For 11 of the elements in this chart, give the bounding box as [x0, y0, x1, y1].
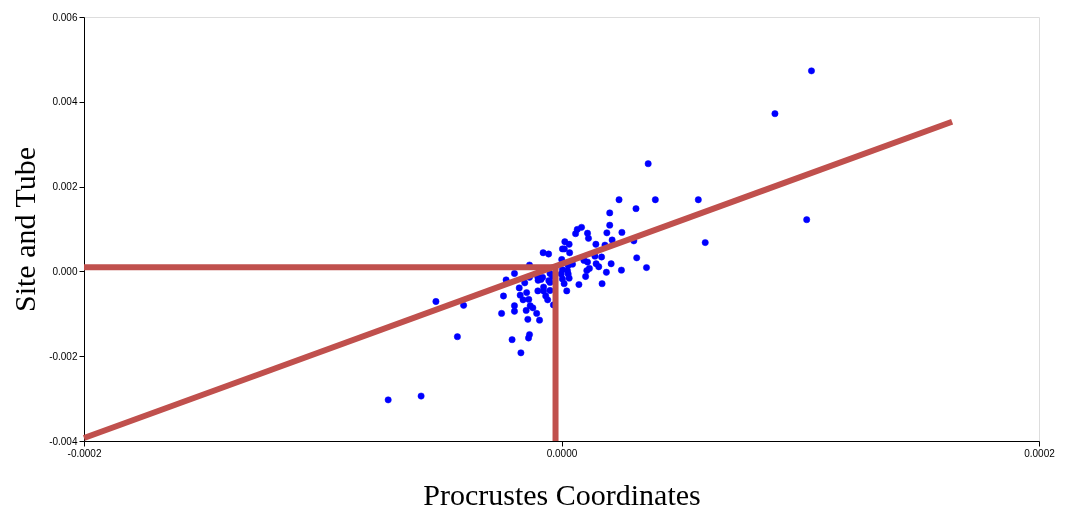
y-tick-label: 0.004	[52, 96, 78, 108]
y-tick-label: -0.004	[49, 435, 78, 447]
x-tick-label: 0.0002	[1024, 447, 1056, 459]
x-tick-label: -0.0002	[67, 447, 102, 459]
y-tick-label: -0.002	[49, 350, 78, 362]
y-tick-label: 0.006	[52, 11, 78, 23]
x-tick-label: 0.0000	[546, 447, 578, 459]
x-axis-title: Procrustes Coordinates	[423, 477, 701, 511]
y-tick-label: 0.002	[52, 181, 78, 193]
y-tick-label: 0.000	[52, 265, 78, 277]
y-axis-title: Site and Tube	[8, 146, 42, 313]
